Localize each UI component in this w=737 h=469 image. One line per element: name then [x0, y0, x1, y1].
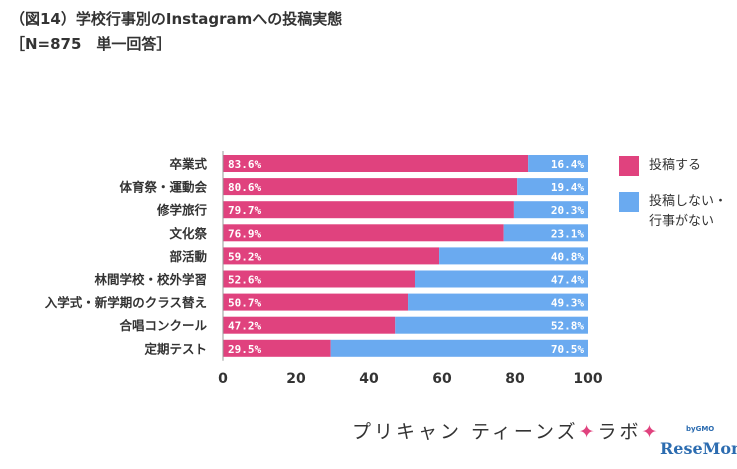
- bar-not-posted: [513, 201, 588, 219]
- legend-label-posted: 投稿する: [649, 158, 702, 173]
- data-label-posted: 79.7%: [228, 204, 261, 217]
- category-label: 卒業式: [169, 157, 207, 172]
- brand-name-part1: プリキャン ティーンズ: [352, 421, 579, 443]
- bar-posted: [223, 339, 331, 357]
- data-label-posted: 29.5%: [228, 343, 261, 356]
- bar-posted: [223, 201, 514, 219]
- data-label-not-posted: 23.1%: [551, 227, 584, 240]
- brand-logo: プリキャン ティーンズ✦ラボ✦: [352, 417, 660, 444]
- sparkle-icon-2: ✦: [641, 421, 661, 443]
- gmo-label: byGMO: [686, 425, 715, 433]
- legend-swatch-posted: [619, 156, 639, 176]
- bar-not-posted: [395, 316, 588, 334]
- chart-subtitle: ［N=875 単一回答］: [10, 35, 172, 53]
- bar-not-posted: [408, 293, 588, 311]
- category-label: 文化祭: [169, 226, 207, 241]
- data-label-posted: 47.2%: [228, 320, 261, 333]
- category-label: 修学旅行: [156, 203, 208, 218]
- category-label: 林間学校・校外学習: [94, 272, 207, 287]
- bar-not-posted: [414, 270, 588, 288]
- legend-item-posted: 投稿する: [619, 156, 727, 176]
- brand-name-part2: ラボ: [597, 421, 642, 443]
- chart-title: （図14）学校行事別のInstagramへの投稿実態: [10, 10, 343, 28]
- bar-not-posted: [330, 339, 588, 357]
- bar-not-posted: [528, 155, 588, 172]
- data-label-not-posted: 16.4%: [551, 158, 584, 171]
- x-tick-label: 20: [286, 371, 306, 387]
- sparkle-icon: ✦: [578, 421, 598, 443]
- bar-not-posted: [517, 178, 588, 196]
- data-label-posted: 52.6%: [228, 274, 261, 287]
- legend-item-not-posted: 投稿しない・ 行事がない: [619, 192, 727, 232]
- category-label: 合唱コンクール: [119, 318, 207, 333]
- data-label-posted: 83.6%: [228, 158, 261, 171]
- category-label: 入学式・新学期のクラス替え: [45, 295, 207, 310]
- data-label-posted: 80.6%: [228, 181, 261, 194]
- data-label-not-posted: 49.3%: [551, 297, 584, 310]
- data-label-posted: 50.7%: [228, 297, 261, 310]
- bar-posted: [223, 316, 396, 334]
- resemom-logo: ReseMom: [660, 439, 737, 458]
- data-label-not-posted: 52.8%: [551, 320, 584, 333]
- bar-posted: [223, 155, 529, 172]
- x-tick-label: 80: [505, 371, 525, 387]
- category-label: 部活動: [169, 249, 207, 264]
- data-label-not-posted: 20.3%: [551, 204, 584, 217]
- bar-posted: [223, 247, 440, 265]
- bar-not-posted: [439, 247, 588, 265]
- data-label-posted: 59.2%: [228, 250, 261, 263]
- category-label: 体育祭・運動会: [119, 180, 207, 195]
- x-tick-label: 40: [359, 371, 379, 387]
- x-tick-label: 100: [573, 371, 602, 387]
- data-label-posted: 76.9%: [228, 227, 261, 240]
- category-label: 定期テスト: [143, 341, 207, 356]
- data-label-not-posted: 47.4%: [551, 274, 584, 287]
- legend: 投稿する 投稿しない・ 行事がない: [619, 156, 727, 248]
- x-tick-label: 60: [432, 371, 452, 387]
- bar-posted: [223, 224, 504, 242]
- bar-posted: [223, 293, 409, 311]
- legend-swatch-not-posted: [619, 192, 639, 212]
- bar-not-posted: [503, 224, 588, 242]
- data-label-not-posted: 70.5%: [551, 343, 584, 356]
- legend-label-not-posted: 投稿しない・ 行事がない: [649, 194, 728, 229]
- data-label-not-posted: 19.4%: [551, 181, 584, 194]
- bar-posted: [223, 270, 415, 288]
- data-label-not-posted: 40.8%: [551, 250, 584, 263]
- x-tick-label: 0: [218, 371, 228, 387]
- bar-posted: [223, 178, 518, 196]
